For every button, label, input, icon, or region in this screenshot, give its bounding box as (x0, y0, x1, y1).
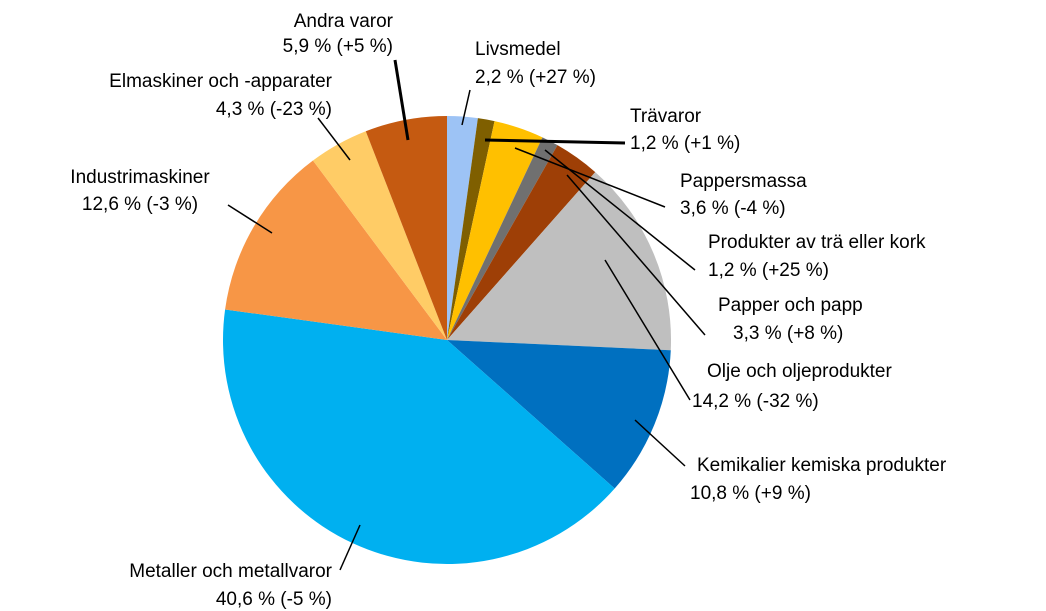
pie-slice (312, 131, 447, 340)
value-label: 4,3 % (-23 %) (216, 99, 332, 120)
value-label: 3,3 % (+8 %) (733, 323, 843, 344)
leader-line (566, 174, 706, 336)
leader-line (461, 89, 471, 126)
value-label: 1,2 % (+1 %) (630, 133, 740, 154)
leader-line (227, 204, 273, 234)
leader-line (393, 59, 410, 141)
pie-slice (223, 309, 615, 564)
value-label: 5,9 % (+5 %) (283, 36, 393, 57)
category-label: Olje och oljeprodukter (707, 361, 892, 382)
category-label: Industrimaskiner (70, 167, 210, 188)
value-label: 3,6 % (-4 %) (680, 198, 786, 219)
leader-line (339, 524, 361, 571)
leader-line (317, 117, 351, 161)
leader-line (514, 147, 666, 208)
value-label: 10,8 % (+9 %) (690, 483, 811, 504)
pie-slice (447, 145, 596, 340)
value-label: 12,6 % (-3 %) (82, 194, 198, 215)
value-label: 2,2 % (+27 %) (475, 67, 596, 88)
value-label: 14,2 % (-32 %) (692, 391, 819, 412)
pie-slice (447, 118, 495, 340)
category-label: Elmaskiner och -apparater (109, 71, 332, 92)
pie-slice (447, 121, 543, 340)
pie-slice (447, 172, 671, 351)
category-label: Trävaror (630, 106, 702, 127)
category-label: Livsmedel (475, 39, 561, 60)
leader-line (604, 259, 691, 401)
category-label: Papper och papp (718, 295, 863, 316)
value-label: 40,6 % (-5 %) (216, 589, 332, 610)
pie-slice (447, 340, 671, 489)
pie-slice (225, 160, 447, 340)
category-label: Kemikalier kemiska produkter (697, 455, 947, 476)
category-label: Pappersmassa (680, 171, 807, 192)
category-label: Andra varor (294, 11, 394, 32)
value-label: 1,2 % (+25 %) (708, 260, 829, 281)
leader-line (484, 138, 626, 145)
leader-line (544, 149, 696, 271)
pie-slice (447, 137, 558, 340)
category-label: Produkter av trä eller kork (708, 232, 926, 253)
pie-slice (447, 116, 478, 340)
category-label: Metaller och metallvaror (129, 561, 332, 582)
pie-slice (365, 116, 447, 340)
leader-line (634, 419, 686, 467)
